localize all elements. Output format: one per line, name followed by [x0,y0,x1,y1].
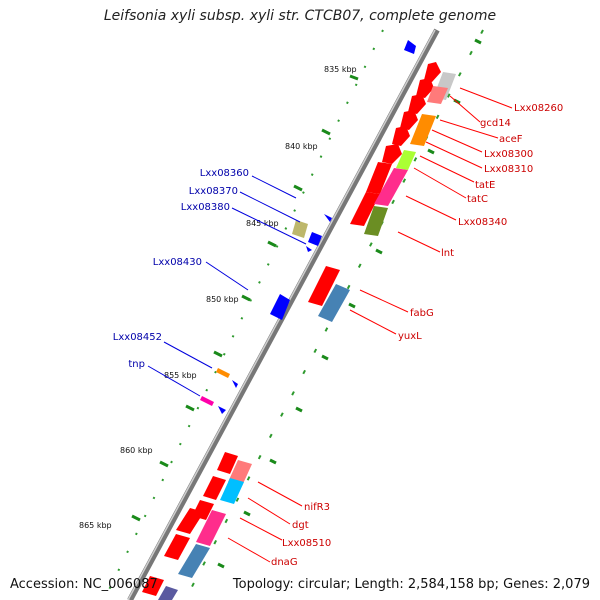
kbp-label: 860 kbp [120,446,153,455]
gene-box [427,86,448,104]
gene-arrow [142,576,164,596]
gene-arrow [392,126,410,146]
gc-ticks [131,38,482,569]
gene-arrow [424,62,441,82]
kbp-label: 855 kbp [164,371,197,380]
gene-label: Lxx08300 [484,149,533,160]
gene-label: Lxx08340 [458,217,507,228]
gene-arrow [400,110,418,130]
gene-arrow [200,396,214,406]
gene-label: nifR3 [304,502,330,513]
gene-arrow [270,294,290,320]
gene-arrow [416,78,434,98]
gene-arrow [408,94,426,114]
gene-label: Lxx08510 [282,538,331,549]
gene-label: Lxx08310 [484,164,533,175]
gene-label: dnaG [271,557,298,568]
gene-arrow [216,368,230,378]
accession-text: Accession: NC_006087 [10,577,158,592]
gene-arrow [366,162,392,194]
kbp-scale: 835 kbp 840 kbp 845 kbp 850 kbp 855 kbp … [79,65,357,530]
gene-label: gcd14 [480,118,511,129]
map-title: Leifsonia xyli subsp. xyli str. CTCB07, … [103,8,497,24]
gene-label: aceF [499,134,523,145]
gene-arrow [308,266,340,306]
gene-label: yuxL [398,331,422,342]
reverse-label-lines [147,175,307,397]
gene-arrow [308,232,322,246]
gene-box [292,220,308,238]
gene-box [196,510,226,546]
forward-genes[interactable] [142,62,456,600]
gene-arrow [306,246,312,252]
kbp-label: 845 kbp [246,219,279,228]
kbp-label: 840 kbp [285,142,318,151]
gene-arrow [176,508,204,534]
gene-box [158,586,178,600]
gene-arrow [164,534,190,560]
gene-box [374,168,408,206]
reverse-genes[interactable] [200,40,416,414]
gene-box [364,206,388,236]
gene-label: dgt [292,520,309,531]
kbp-label: 835 kbp [324,65,357,74]
gene-arrow [203,476,226,500]
kbp-label: 850 kbp [206,295,239,304]
gene-label: tnp [128,359,145,370]
gene-arrow [232,380,238,388]
gene-arrow [404,40,416,54]
gene-box [396,150,416,170]
reverse-gene-labels[interactable]: Lxx08360 Lxx08370 Lxx08380 Lxx08430 Lxx0… [113,168,249,370]
gene-label: Lxx08430 [153,257,202,268]
gene-label: tatC [467,194,488,205]
gene-arrow [218,406,226,414]
gene-arrow [350,192,380,226]
gene-label: Lxx08260 [514,103,563,114]
gene-box [410,114,436,146]
gene-label: Lxx08370 [189,186,238,197]
forward-label-lines [227,87,513,563]
gene-label: fabG [410,308,434,319]
kbp-label: 865 kbp [79,521,112,530]
forward-gene-labels[interactable]: Lxx08260 gcd14 aceF Lxx08300 Lxx08310 ta… [271,103,563,568]
gene-box [318,284,350,322]
gene-label: Lxx08360 [200,168,249,179]
gene-label: Lxx08380 [181,202,230,213]
gene-label: tatE [475,180,495,191]
gene-label: Lxx08452 [113,332,162,343]
gene-label: lnt [441,248,454,259]
topology-text: Topology: circular; Length: 2,584,158 bp… [232,577,590,592]
gene-box [178,544,210,578]
gene-box [220,478,244,504]
gene-arrow [382,144,402,164]
gene-arrow [217,452,238,474]
gene-arrow [324,214,332,222]
